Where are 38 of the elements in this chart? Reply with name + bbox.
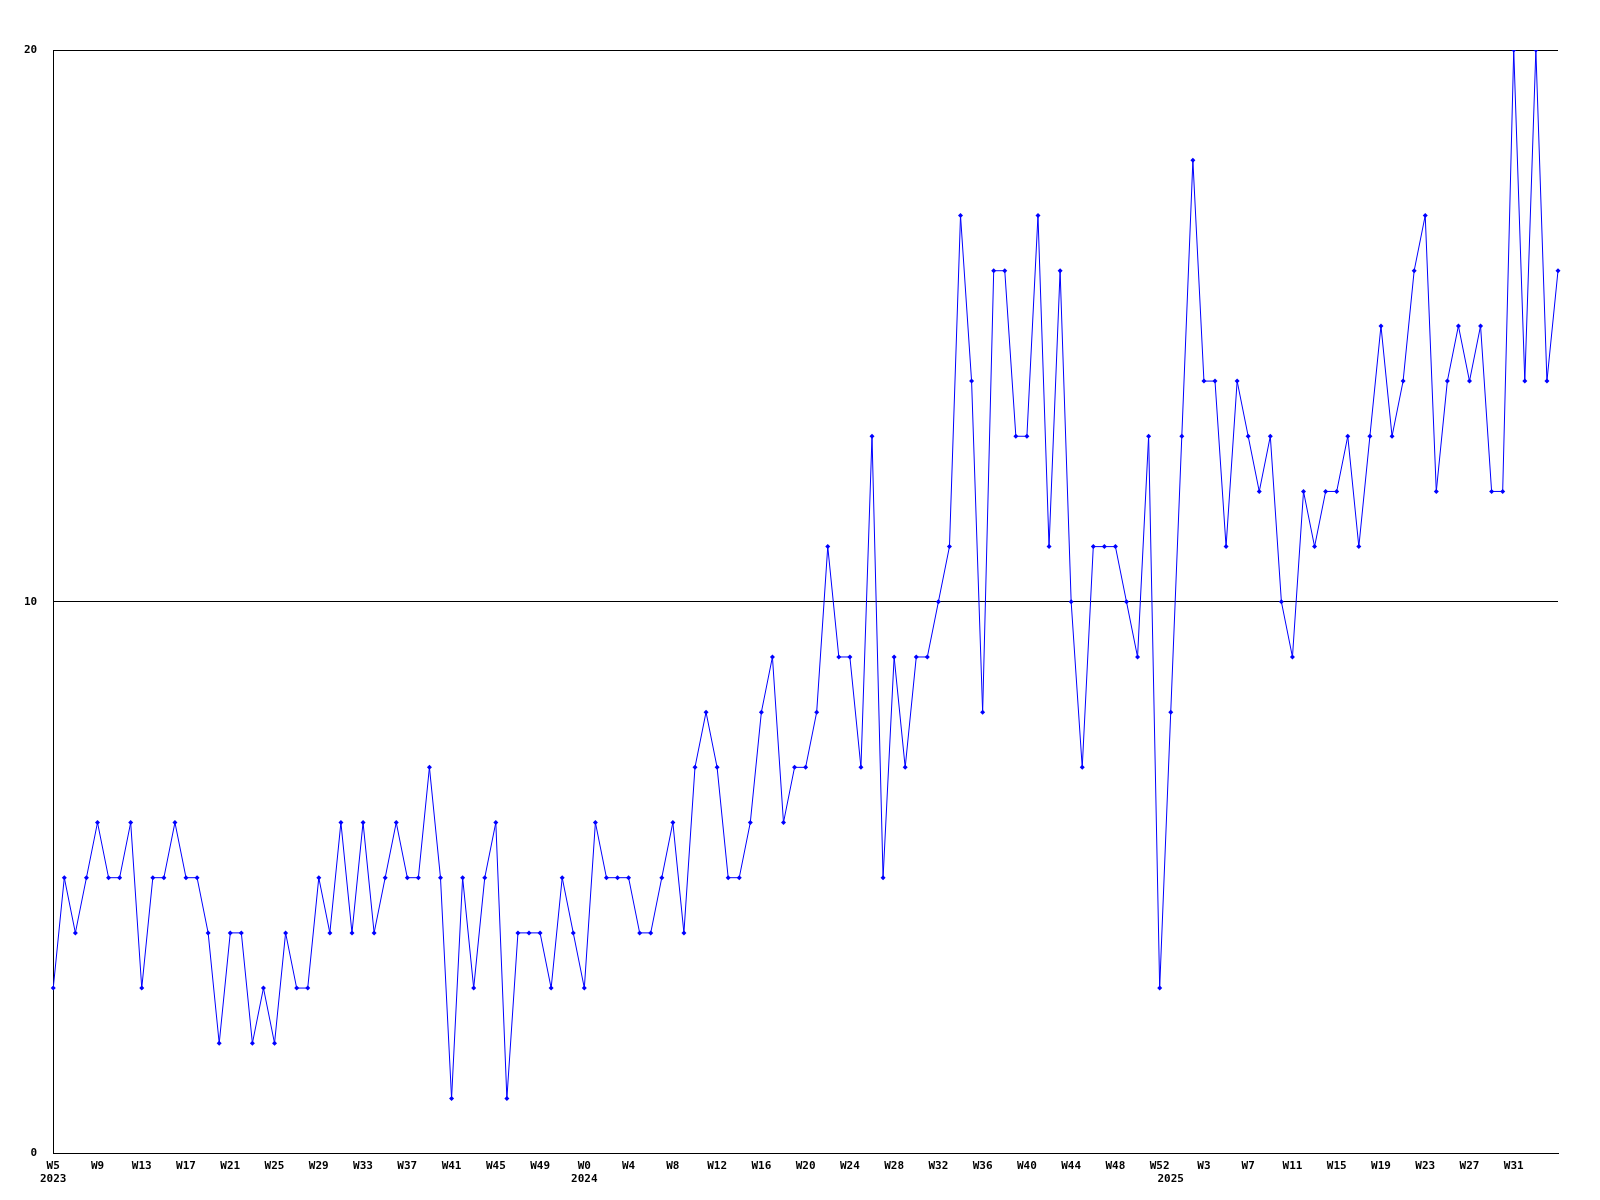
x-tick-label: W19 — [1371, 1159, 1391, 1173]
x-tick-label: W24 — [839, 1159, 861, 1173]
x-tick-label: 2025 — [1157, 1172, 1184, 1186]
x-tick-label: W23 — [1415, 1159, 1436, 1173]
x-tick-label: W27 — [1459, 1159, 1480, 1173]
x-tick-label: W16 — [751, 1159, 772, 1173]
x-tick-label: W3 — [1197, 1159, 1211, 1173]
x-tick-label: W36 — [972, 1159, 993, 1173]
x-tick-label: W13 — [131, 1159, 152, 1173]
x-tick-label: W4 — [621, 1159, 636, 1173]
x-tick-label: W5 2023 — [40, 1159, 67, 1186]
x-tick-label: W32 — [928, 1159, 949, 1173]
x-tick-label: W29 — [308, 1159, 329, 1173]
x-tick-label: W41 — [441, 1159, 462, 1173]
x-tick-label: W48 — [1105, 1159, 1126, 1173]
x-tick-label: W45 — [485, 1159, 506, 1173]
x-tick-label: W28 — [884, 1159, 905, 1173]
x-tick-label: W17 — [176, 1159, 196, 1173]
x-tick-label: W25 — [264, 1159, 285, 1173]
x-tick-label: W8 — [666, 1159, 680, 1173]
x-tick-label: W15 — [1326, 1159, 1347, 1173]
x-tick-label: W21 — [220, 1159, 241, 1173]
x-tick-label: W12 — [707, 1159, 728, 1173]
x-tick-label: W20 — [795, 1159, 816, 1173]
x-tick-label: W33 — [353, 1159, 373, 1173]
x-tick-label: W44 — [1061, 1159, 1082, 1173]
x-tick-label: W9 — [90, 1159, 105, 1173]
x-tick-label: W7 — [1241, 1159, 1255, 1173]
y-tick-label: 20 — [24, 42, 38, 56]
x-tick-label: W0 2024 — [571, 1159, 598, 1186]
x-tick-label: W49 — [530, 1159, 551, 1173]
x-tick-label: W11 — [1282, 1159, 1303, 1173]
y-tick-label: 10 — [24, 594, 38, 608]
x-tick-label: W37 — [397, 1159, 418, 1173]
y-tick-label: 0 — [30, 1146, 38, 1160]
x-tick-label: W31 — [1503, 1159, 1525, 1173]
x-tick-label: W52 — [1149, 1159, 1170, 1173]
x-tick-label: W40 — [1016, 1159, 1037, 1173]
